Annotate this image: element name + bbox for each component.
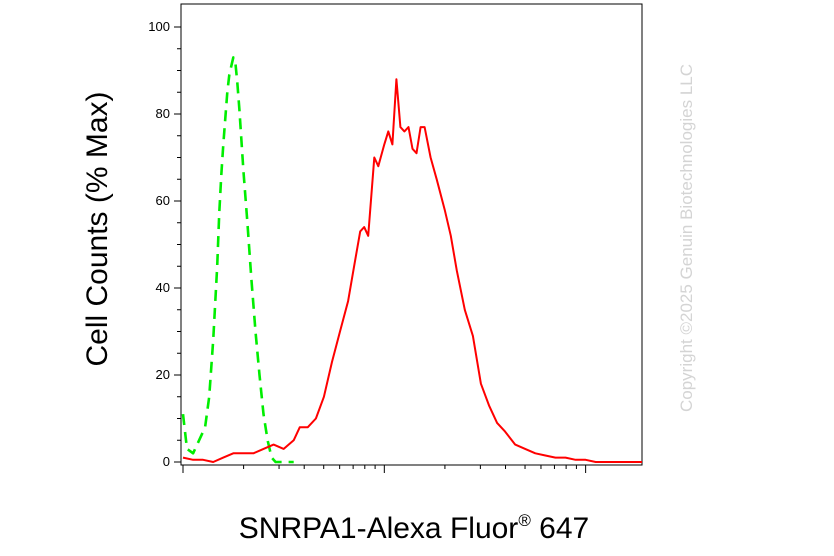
control-histogram-line — [181, 56, 294, 464]
x-axis-label-text: SNRPA1-Alexa Fluor — [239, 512, 519, 545]
x-axis-label-superscript: ® — [518, 511, 531, 530]
y-axis: 0 20 40 60 80 100 — [148, 19, 181, 469]
y-tick-label: 0 — [163, 454, 170, 469]
series-layer — [181, 56, 642, 464]
plot-frame — [180, 3, 643, 466]
x-axis-label: SNRPA1-Alexa Fluor® 647 — [239, 511, 589, 545]
y-tick-label: 20 — [156, 367, 170, 382]
copyright-watermark: Copyright ©2025 Genuin Biotechnologies L… — [677, 64, 696, 412]
y-tick-label: 40 — [156, 280, 170, 295]
y-tick-label: 100 — [148, 19, 170, 34]
y-tick-label: 80 — [156, 106, 170, 121]
x-axis-label-suffix: 647 — [531, 512, 589, 545]
y-axis-label: Cell Counts (% Max) — [81, 91, 114, 366]
sample-histogram-line — [182, 78, 642, 463]
x-axis — [182, 465, 587, 473]
y-tick-label: 60 — [156, 193, 170, 208]
